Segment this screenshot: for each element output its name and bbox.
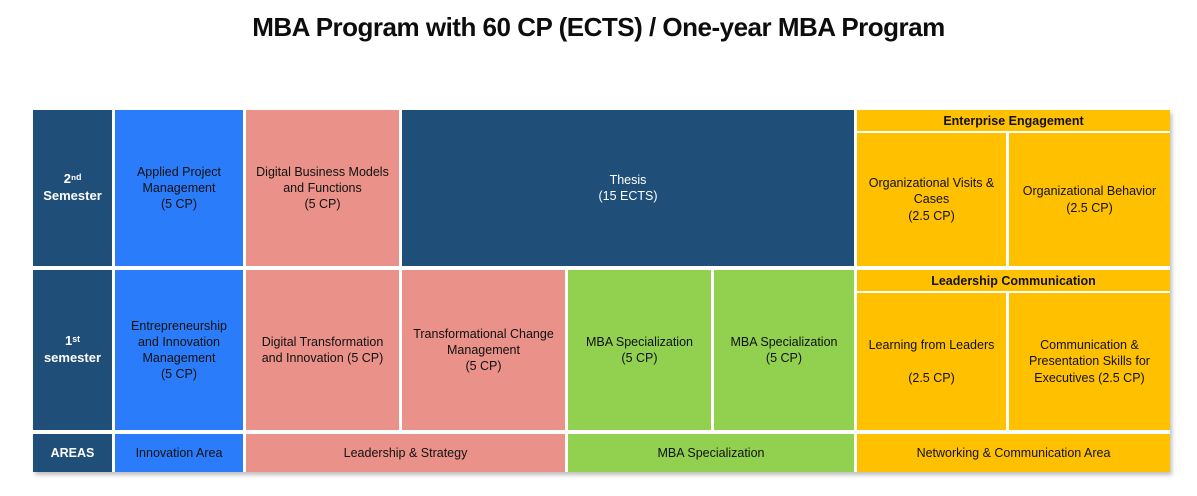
course-digital-business-models: Digital Business Models and Functions (5… bbox=[246, 110, 399, 266]
course-organizational-visits-cases: Organizational Visits & Cases (2.5 CP) bbox=[857, 133, 1006, 266]
row-header-2nd-semester: 2ⁿᵈ Semester bbox=[33, 110, 112, 266]
page-title: MBA Program with 60 CP (ECTS) / One-year… bbox=[252, 12, 945, 42]
course-applied-project-management: Applied Project Management (5 CP) bbox=[115, 110, 243, 266]
course-mba-specialization-1: MBA Specialization (5 CP) bbox=[568, 270, 711, 430]
course-communication-presentation-skills: Communication & Presentation Skills for … bbox=[1009, 293, 1170, 430]
course-digital-transformation: Digital Transformation and Innovation (5… bbox=[246, 270, 399, 430]
course-learning-from-leaders: Learning from Leaders (2.5 CP) bbox=[857, 293, 1006, 430]
area-mba-specialization: MBA Specialization bbox=[568, 434, 854, 472]
area-innovation: Innovation Area bbox=[115, 434, 243, 472]
leadership-communication-group: Leadership Communication Learning from L… bbox=[857, 270, 1170, 430]
course-mba-specialization-2: MBA Specialization (5 CP) bbox=[714, 270, 854, 430]
leadership-communication-header: Leadership Communication bbox=[857, 270, 1170, 291]
course-organizational-behavior: Organizational Behavior (2.5 CP) bbox=[1009, 133, 1170, 266]
area-leadership-strategy: Leadership & Strategy bbox=[246, 434, 565, 472]
enterprise-engagement-header: Enterprise Engagement bbox=[857, 110, 1170, 131]
course-entrepreneurship-innovation: Entrepreneurship and Innovation Manageme… bbox=[115, 270, 243, 430]
enterprise-engagement-group: Enterprise Engagement Organizational Vis… bbox=[857, 110, 1170, 266]
row-header-1st-semester: 1ˢᵗ semester bbox=[33, 270, 112, 430]
course-transformational-change: Transformational Change Management (5 CP… bbox=[402, 270, 565, 430]
area-networking-communication: Networking & Communication Area bbox=[857, 434, 1170, 472]
course-thesis: Thesis (15 ECTS) bbox=[402, 110, 854, 266]
program-grid: 2ⁿᵈ Semester Applied Project Management … bbox=[33, 110, 1170, 472]
row-header-areas: AREAS bbox=[33, 434, 112, 472]
